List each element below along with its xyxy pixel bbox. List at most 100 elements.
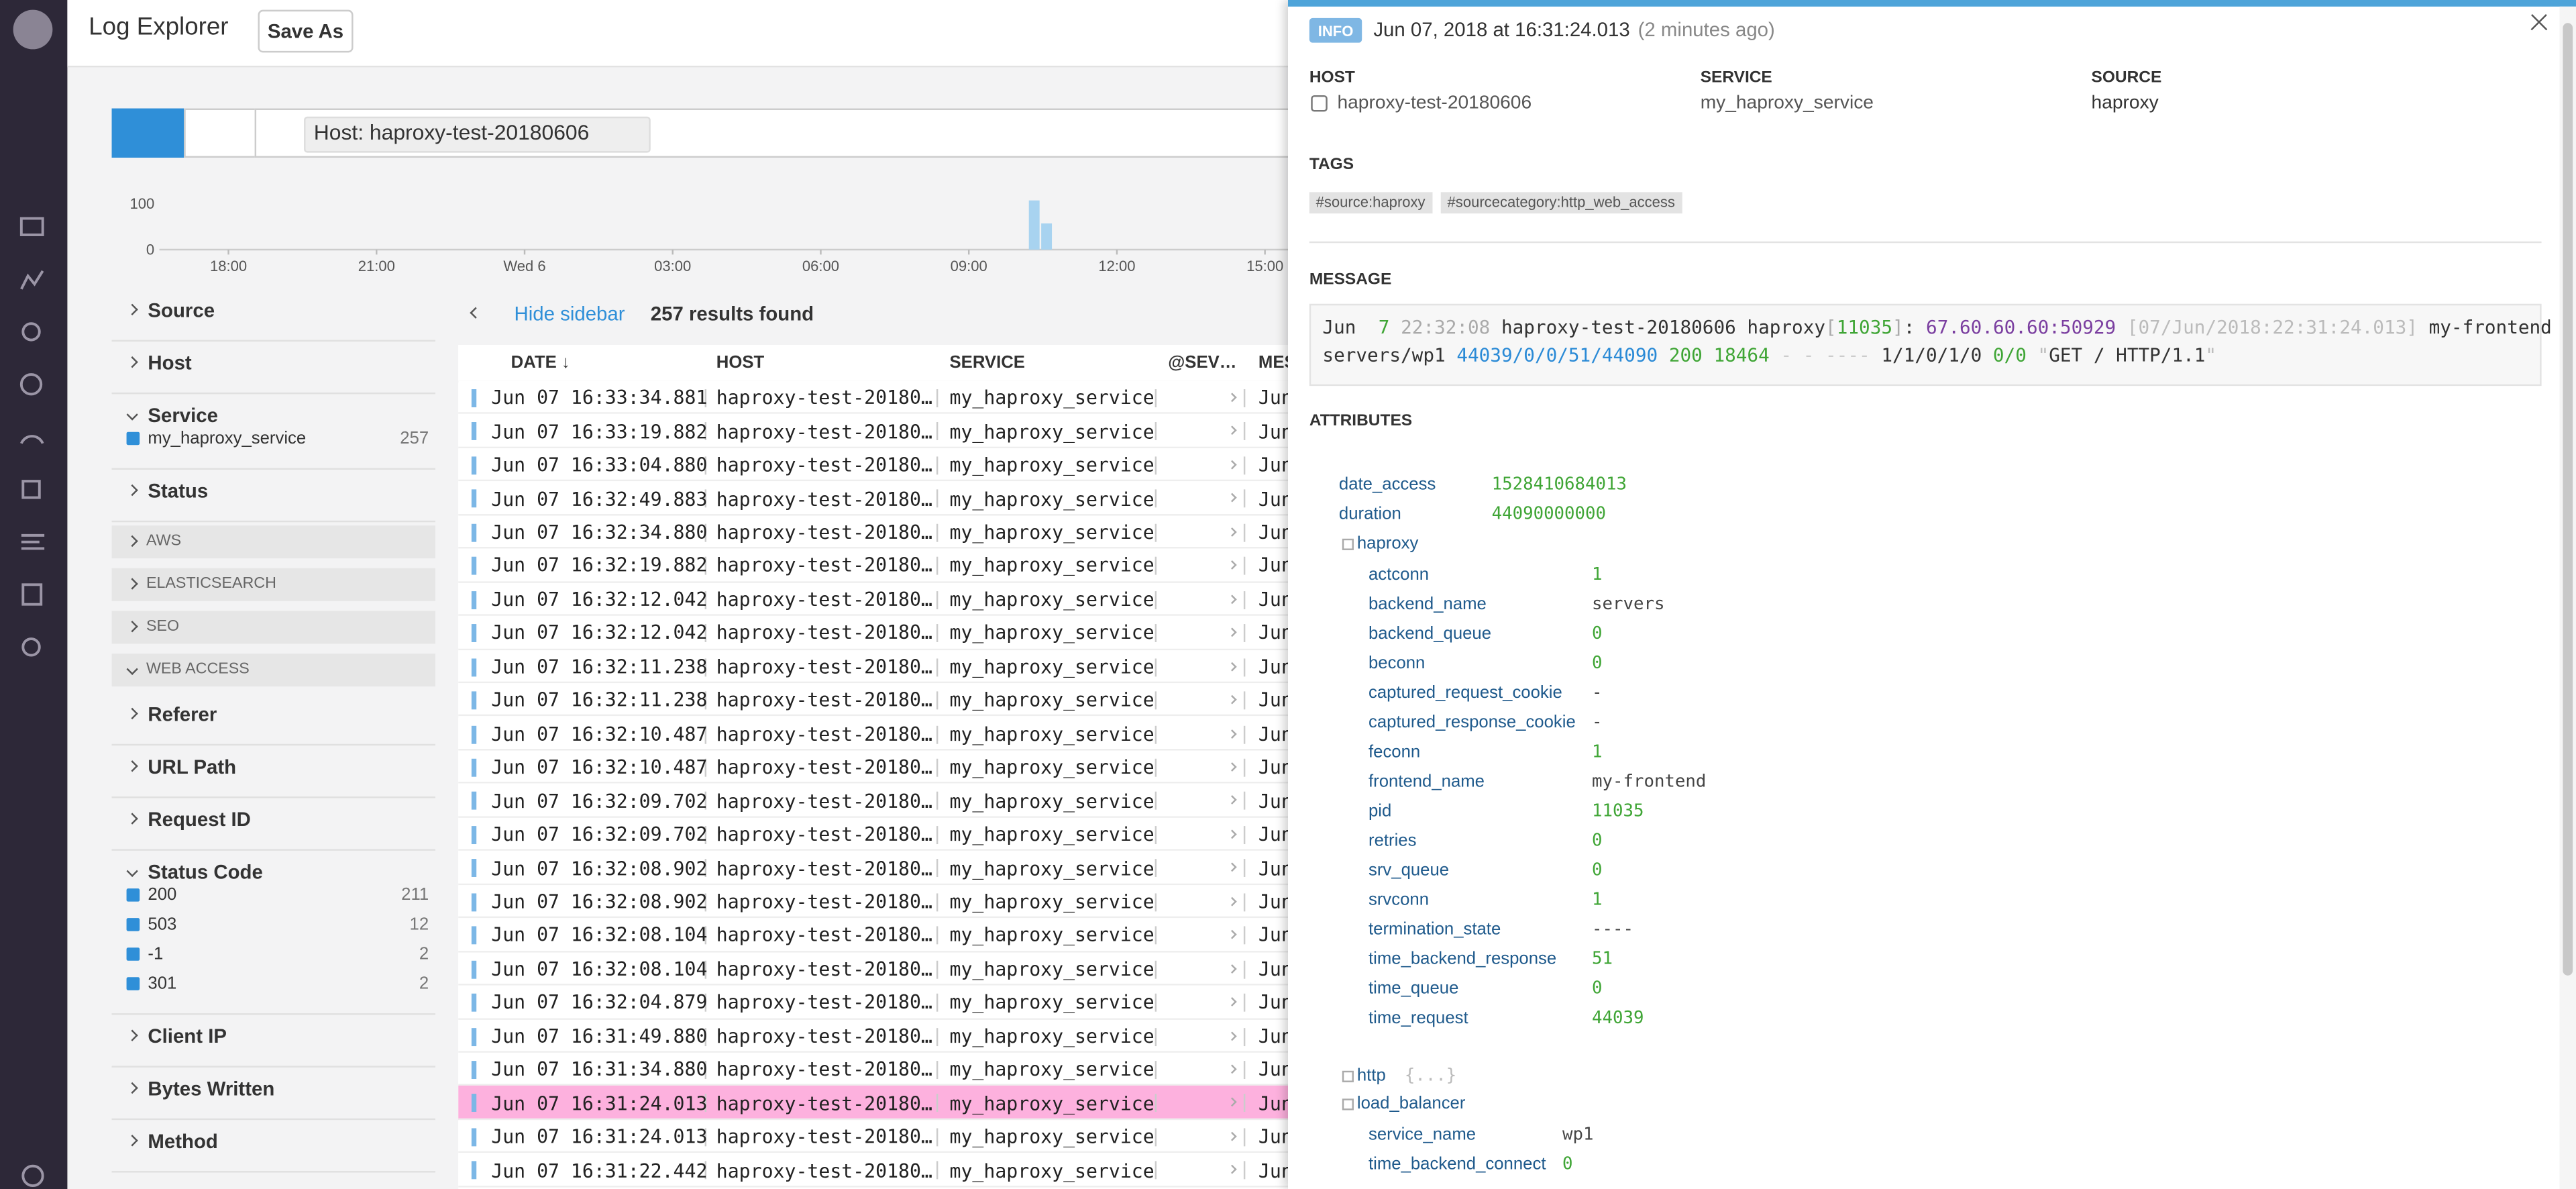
log-row[interactable]: [458, 380, 1290, 415]
chart-view-button[interactable]: [184, 108, 258, 158]
log-row[interactable]: [458, 918, 1290, 952]
cell: my_haproxy_service: [949, 1057, 1155, 1081]
column-header[interactable]: SERVICE: [949, 353, 1025, 373]
cell: Jun 07 16:31:22.442: [491, 1158, 708, 1182]
nav-icon[interactable]: [19, 217, 44, 236]
attr-key: retries: [1368, 831, 1417, 851]
tree-toggle[interactable]: [1342, 1070, 1354, 1082]
log-row[interactable]: [458, 717, 1290, 751]
message-token: ]: [1892, 317, 1904, 339]
attr-value: 0: [1592, 860, 1603, 880]
scrollbar-thumb[interactable]: [2563, 23, 2573, 976]
facet-label[interactable]: Referer: [148, 703, 217, 726]
facet-label[interactable]: Service: [148, 404, 218, 427]
facet-label[interactable]: Status: [148, 479, 209, 503]
facet-label[interactable]: Host: [148, 351, 192, 375]
log-row[interactable]: [458, 985, 1290, 1019]
field-value: haproxy: [2091, 93, 2159, 113]
log-row[interactable]: [458, 1119, 1290, 1153]
log-row[interactable]: [458, 817, 1290, 851]
facet-label[interactable]: URL Path: [148, 755, 237, 779]
list-view-button[interactable]: [111, 108, 184, 158]
cell: my_haproxy_service: [949, 655, 1155, 678]
save-as-button[interactable]: Save As: [258, 9, 354, 53]
facet-label[interactable]: Status Code: [148, 860, 263, 884]
facet-label[interactable]: Method: [148, 1129, 218, 1153]
message-token: 1/1/0/1/0: [1870, 344, 1982, 366]
cell: Jun 07 16:32:34.880: [491, 520, 708, 544]
attr-group[interactable]: haproxy: [1356, 533, 1419, 554]
log-row[interactable]: [458, 448, 1290, 482]
tree-toggle[interactable]: [1342, 538, 1354, 550]
checkbox[interactable]: [126, 888, 140, 902]
cell: Jun: [1258, 554, 1293, 578]
checkbox[interactable]: [126, 977, 140, 990]
column-separator: [1243, 792, 1246, 811]
facet-group[interactable]: [111, 568, 435, 601]
column-separator: [936, 1161, 938, 1180]
nav-icon[interactable]: [20, 270, 44, 290]
time-ago: (2 minutes ago): [1638, 17, 1775, 42]
log-row[interactable]: [458, 1052, 1290, 1086]
log-row[interactable]: [458, 683, 1290, 717]
separator: [111, 520, 435, 523]
column-header[interactable]: @SEV…: [1168, 353, 1237, 373]
attr-value: 1: [1592, 742, 1603, 762]
facet-group[interactable]: [111, 611, 435, 644]
log-row[interactable]: [458, 515, 1290, 550]
column-separator: [1243, 1128, 1246, 1147]
log-row[interactable]: [458, 650, 1290, 684]
log-row[interactable]: [458, 784, 1290, 818]
log-row[interactable]: [458, 1019, 1290, 1053]
table-header: [458, 344, 1290, 383]
facet-label[interactable]: Client IP: [148, 1025, 227, 1048]
logo[interactable]: [13, 9, 53, 50]
log-row[interactable]: [458, 481, 1290, 515]
nav-icon[interactable]: [21, 533, 45, 550]
log-row[interactable]: [458, 582, 1290, 617]
attr-value: -: [1592, 683, 1603, 703]
facet-group[interactable]: [111, 654, 435, 687]
log-row[interactable]: [458, 616, 1290, 650]
log-row[interactable]: [458, 750, 1290, 784]
attr-key: srv_queue: [1368, 860, 1450, 880]
checkbox[interactable]: [126, 947, 140, 961]
log-row[interactable]: [458, 1086, 1290, 1120]
histogram: 0 100 18:00 21:00 Wed 6 03:00 06:00 09:00 12:00 1…: [129, 195, 1290, 274]
log-row[interactable]: [458, 951, 1290, 986]
cell: Jun 07 16:32:12.042: [491, 588, 708, 611]
cell: Jun: [1258, 453, 1293, 477]
log-row[interactable]: [458, 414, 1290, 448]
timestamp: Jun 07, 2018 at 16:31:24.013: [1373, 17, 1630, 42]
column-separator: [1243, 993, 1246, 1012]
nav-icon[interactable]: [19, 373, 43, 396]
facet-label[interactable]: Source: [148, 299, 215, 322]
hide-sidebar[interactable]: Hide sidebar: [514, 302, 625, 325]
nav-icon[interactable]: [21, 583, 43, 606]
column-separator: [1155, 792, 1157, 811]
nav-icon[interactable]: [21, 480, 41, 499]
log-row[interactable]: [458, 851, 1290, 885]
column-separator: [936, 624, 938, 643]
log-row[interactable]: [458, 1153, 1290, 1188]
nav-icon[interactable]: [21, 637, 41, 657]
column-header[interactable]: HOST: [716, 353, 765, 373]
facet-group[interactable]: [111, 525, 435, 559]
status-marker: [471, 825, 477, 844]
help-icon[interactable]: [21, 1164, 44, 1188]
column-header[interactable]: DATE ↓: [511, 353, 570, 373]
column-separator: [704, 1128, 707, 1147]
log-row[interactable]: [458, 884, 1290, 919]
column-separator: [1243, 1027, 1246, 1045]
nav-icon[interactable]: [20, 435, 44, 444]
facet-label[interactable]: Request ID: [148, 808, 251, 831]
checkbox[interactable]: [126, 918, 140, 931]
facet-label[interactable]: Bytes Written: [148, 1077, 275, 1100]
checkbox[interactable]: [126, 431, 140, 446]
log-row[interactable]: [458, 549, 1290, 583]
tree-toggle[interactable]: [1342, 1098, 1354, 1110]
search-tag[interactable]: [304, 116, 651, 153]
nav-icon[interactable]: [21, 322, 41, 342]
attr-group[interactable]: load_balancer: [1356, 1094, 1466, 1114]
